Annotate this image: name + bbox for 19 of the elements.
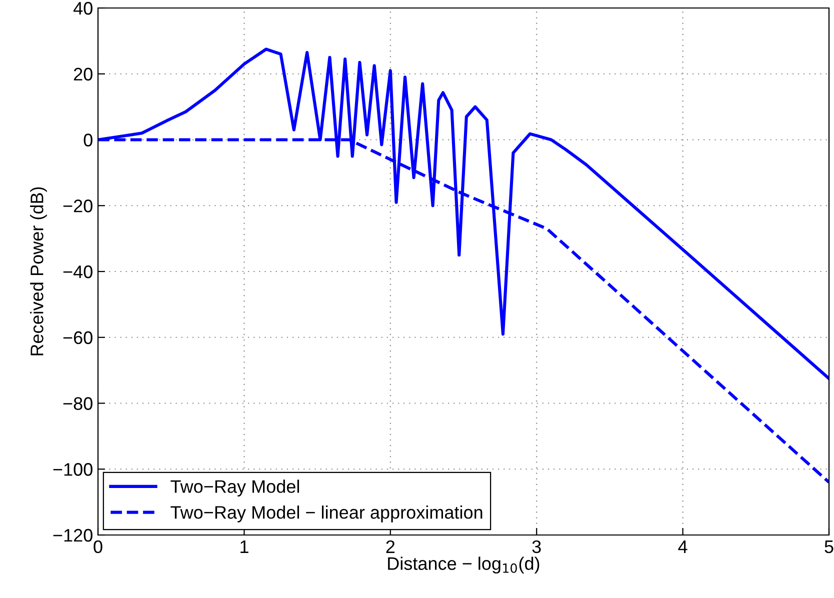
x-tick-label: 3	[532, 540, 541, 554]
y-tick-label: −120	[53, 528, 92, 542]
y-tick-label: −80	[63, 397, 92, 410]
x-tick-label: 2	[386, 540, 395, 553]
x-tick-label: 4	[678, 540, 688, 553]
legend-label: Two−Ray Model	[170, 480, 299, 496]
y-tick-label: 40	[73, 2, 92, 15]
x-tick-label: 0	[94, 540, 102, 554]
y-tick-label: −40	[63, 265, 92, 278]
x-tick-label: 5	[824, 540, 834, 554]
y-axis-title: Received Power (dB)	[30, 187, 47, 356]
x-tick-label: 1	[240, 540, 248, 553]
y-tick-label: −100	[53, 463, 92, 476]
y-tick-label: 20	[74, 68, 92, 81]
y-tick-label: −60	[63, 331, 92, 344]
y-tick-label: 0	[84, 134, 92, 146]
y-tick-label: −20	[63, 200, 92, 212]
legend-label: Two−Ray Model − linear approximation	[170, 506, 482, 522]
x-axis-title: Distance − log$_{10}$(d)	[388, 556, 540, 574]
